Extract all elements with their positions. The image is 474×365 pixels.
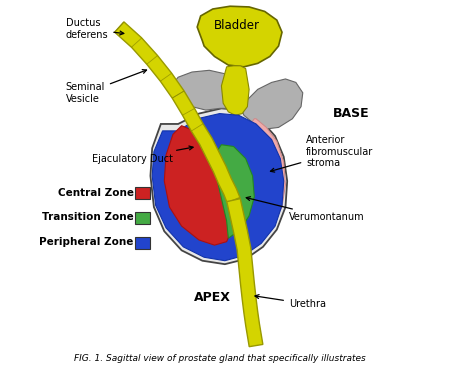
FancyBboxPatch shape <box>135 212 150 224</box>
Text: Central Zone: Central Zone <box>58 188 134 197</box>
Polygon shape <box>197 6 282 67</box>
Text: Anterior
fibromuscular
stroma: Anterior fibromuscular stroma <box>271 135 374 172</box>
Polygon shape <box>152 114 284 261</box>
FancyBboxPatch shape <box>135 187 150 199</box>
Polygon shape <box>115 22 240 203</box>
Polygon shape <box>171 70 244 110</box>
Polygon shape <box>249 119 285 240</box>
Polygon shape <box>221 66 249 115</box>
Text: Ejaculatory Duct: Ejaculatory Duct <box>91 146 193 164</box>
Text: FIG. 1. Sagittal view of prostate gland that specifically illustrates: FIG. 1. Sagittal view of prostate gland … <box>74 354 366 363</box>
Text: Urethra: Urethra <box>255 295 326 309</box>
Polygon shape <box>240 79 303 129</box>
FancyBboxPatch shape <box>135 237 150 249</box>
Text: BASE: BASE <box>333 107 370 120</box>
Polygon shape <box>227 199 263 347</box>
Text: Seminal
Vesicle: Seminal Vesicle <box>65 70 146 104</box>
Polygon shape <box>215 145 255 238</box>
Polygon shape <box>164 126 234 245</box>
Polygon shape <box>150 108 287 264</box>
Text: Ductus
deferens: Ductus deferens <box>65 18 124 40</box>
Text: Transition Zone: Transition Zone <box>42 212 134 222</box>
Text: APEX: APEX <box>194 291 231 304</box>
Text: Bladder: Bladder <box>214 19 260 32</box>
Text: Verumontanum: Verumontanum <box>246 197 365 222</box>
Text: Peripheral Zone: Peripheral Zone <box>39 237 134 247</box>
